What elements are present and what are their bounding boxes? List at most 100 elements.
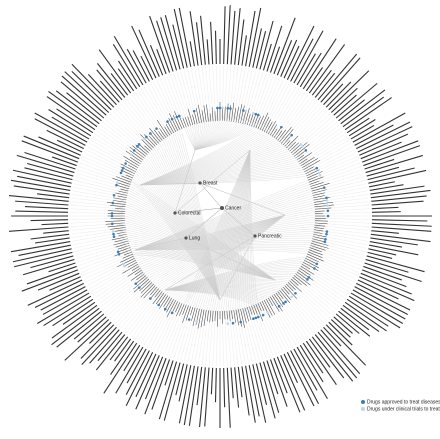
leaf-link — [134, 248, 322, 255]
leaf-label — [41, 222, 69, 226]
leaf-line — [156, 313, 175, 353]
leaf-line — [72, 187, 115, 196]
leaf-line — [313, 139, 350, 162]
leaf-label — [223, 367, 226, 408]
leaf-label — [46, 129, 84, 150]
leaf-line — [117, 106, 147, 138]
drug-dot — [299, 143, 303, 146]
leaf-line — [212, 66, 215, 109]
leaf-line — [307, 279, 342, 305]
inner-label — [110, 205, 126, 208]
leaf-line — [310, 275, 346, 299]
leaf-line — [327, 228, 369, 235]
leaf-link — [214, 149, 251, 324]
leaf-label — [338, 310, 371, 337]
inner-label — [231, 102, 235, 122]
leaf-link — [139, 214, 286, 288]
leaf-line — [324, 179, 366, 191]
leaf-line — [272, 84, 294, 122]
leaf-label — [89, 329, 120, 364]
leaf-link — [150, 214, 286, 299]
leaf-link — [144, 214, 286, 294]
leaf-link — [112, 205, 276, 281]
leaf-line — [78, 166, 119, 181]
inner-label — [153, 129, 163, 141]
drug-dot — [252, 111, 255, 115]
inner-label — [235, 106, 239, 123]
leaf-label — [350, 292, 404, 324]
leaf-label — [115, 346, 144, 394]
inner-label — [255, 116, 261, 129]
inner-label — [112, 177, 131, 185]
leaf-label — [195, 22, 203, 66]
leaf-label — [151, 359, 171, 410]
leaf-line — [313, 270, 350, 293]
leaf-line — [146, 310, 168, 348]
leaf-line — [98, 127, 133, 153]
leaf-label — [30, 233, 70, 240]
leaf-line — [308, 277, 344, 302]
inner-label — [136, 273, 145, 281]
leaf-line — [227, 66, 232, 109]
leaf-line — [70, 226, 113, 231]
leaf-label — [73, 313, 105, 340]
leaf-label — [299, 52, 322, 88]
leaf-link — [135, 148, 221, 301]
leaf-label — [320, 329, 361, 375]
inner-label — [174, 111, 183, 130]
leaf-link — [194, 109, 241, 151]
leaf-line — [73, 183, 115, 193]
leaf-link — [134, 242, 325, 251]
leaf-label — [352, 289, 406, 320]
leaf-label — [13, 185, 70, 195]
inner-label — [292, 277, 302, 286]
drug-dot — [137, 286, 141, 289]
leaf-label — [314, 72, 336, 98]
leaf-line — [134, 92, 159, 128]
leaf-link — [165, 214, 286, 310]
leaf-label — [293, 348, 318, 391]
leaf-link — [217, 149, 251, 324]
inner-label — [203, 309, 207, 327]
leaf-label — [325, 81, 352, 108]
leaf-line — [77, 169, 118, 183]
inner-label — [246, 306, 252, 321]
leaf-link — [164, 289, 264, 316]
leaf-label — [27, 162, 74, 177]
leaf-link — [124, 165, 221, 301]
leaf-label — [51, 307, 100, 346]
leaf-label — [262, 361, 280, 413]
inner-label — [192, 114, 196, 125]
leaf-line — [317, 261, 357, 280]
inner-label — [156, 119, 169, 137]
leaf-label — [335, 82, 378, 119]
inner-label — [158, 131, 165, 140]
leaf-line — [323, 172, 364, 186]
leaf-line — [96, 277, 132, 302]
leaf-line — [76, 172, 117, 186]
leaf-label — [135, 353, 157, 398]
drug-dot — [252, 317, 255, 321]
inner-label — [313, 200, 328, 203]
leaf-label — [21, 140, 79, 163]
inner-label — [312, 189, 327, 194]
leaf-label — [308, 338, 331, 368]
drug-dot — [282, 302, 285, 305]
inner-label — [132, 145, 147, 157]
leaf-line — [302, 285, 335, 313]
inner-label — [295, 273, 311, 286]
leaf-label — [234, 8, 241, 65]
leaf-line — [255, 317, 270, 358]
leaf-label — [230, 367, 234, 399]
leaf-link — [164, 280, 301, 291]
leaf-label — [226, 5, 231, 65]
leaf-label — [357, 126, 413, 153]
leaf-link — [134, 244, 324, 251]
drug-dot — [136, 145, 139, 148]
inner-label — [244, 307, 249, 322]
drug-dot — [132, 149, 136, 152]
leaf-link — [194, 108, 210, 151]
leaf-link — [139, 152, 308, 186]
leaf-label — [299, 344, 324, 383]
leaf-link — [194, 109, 236, 151]
